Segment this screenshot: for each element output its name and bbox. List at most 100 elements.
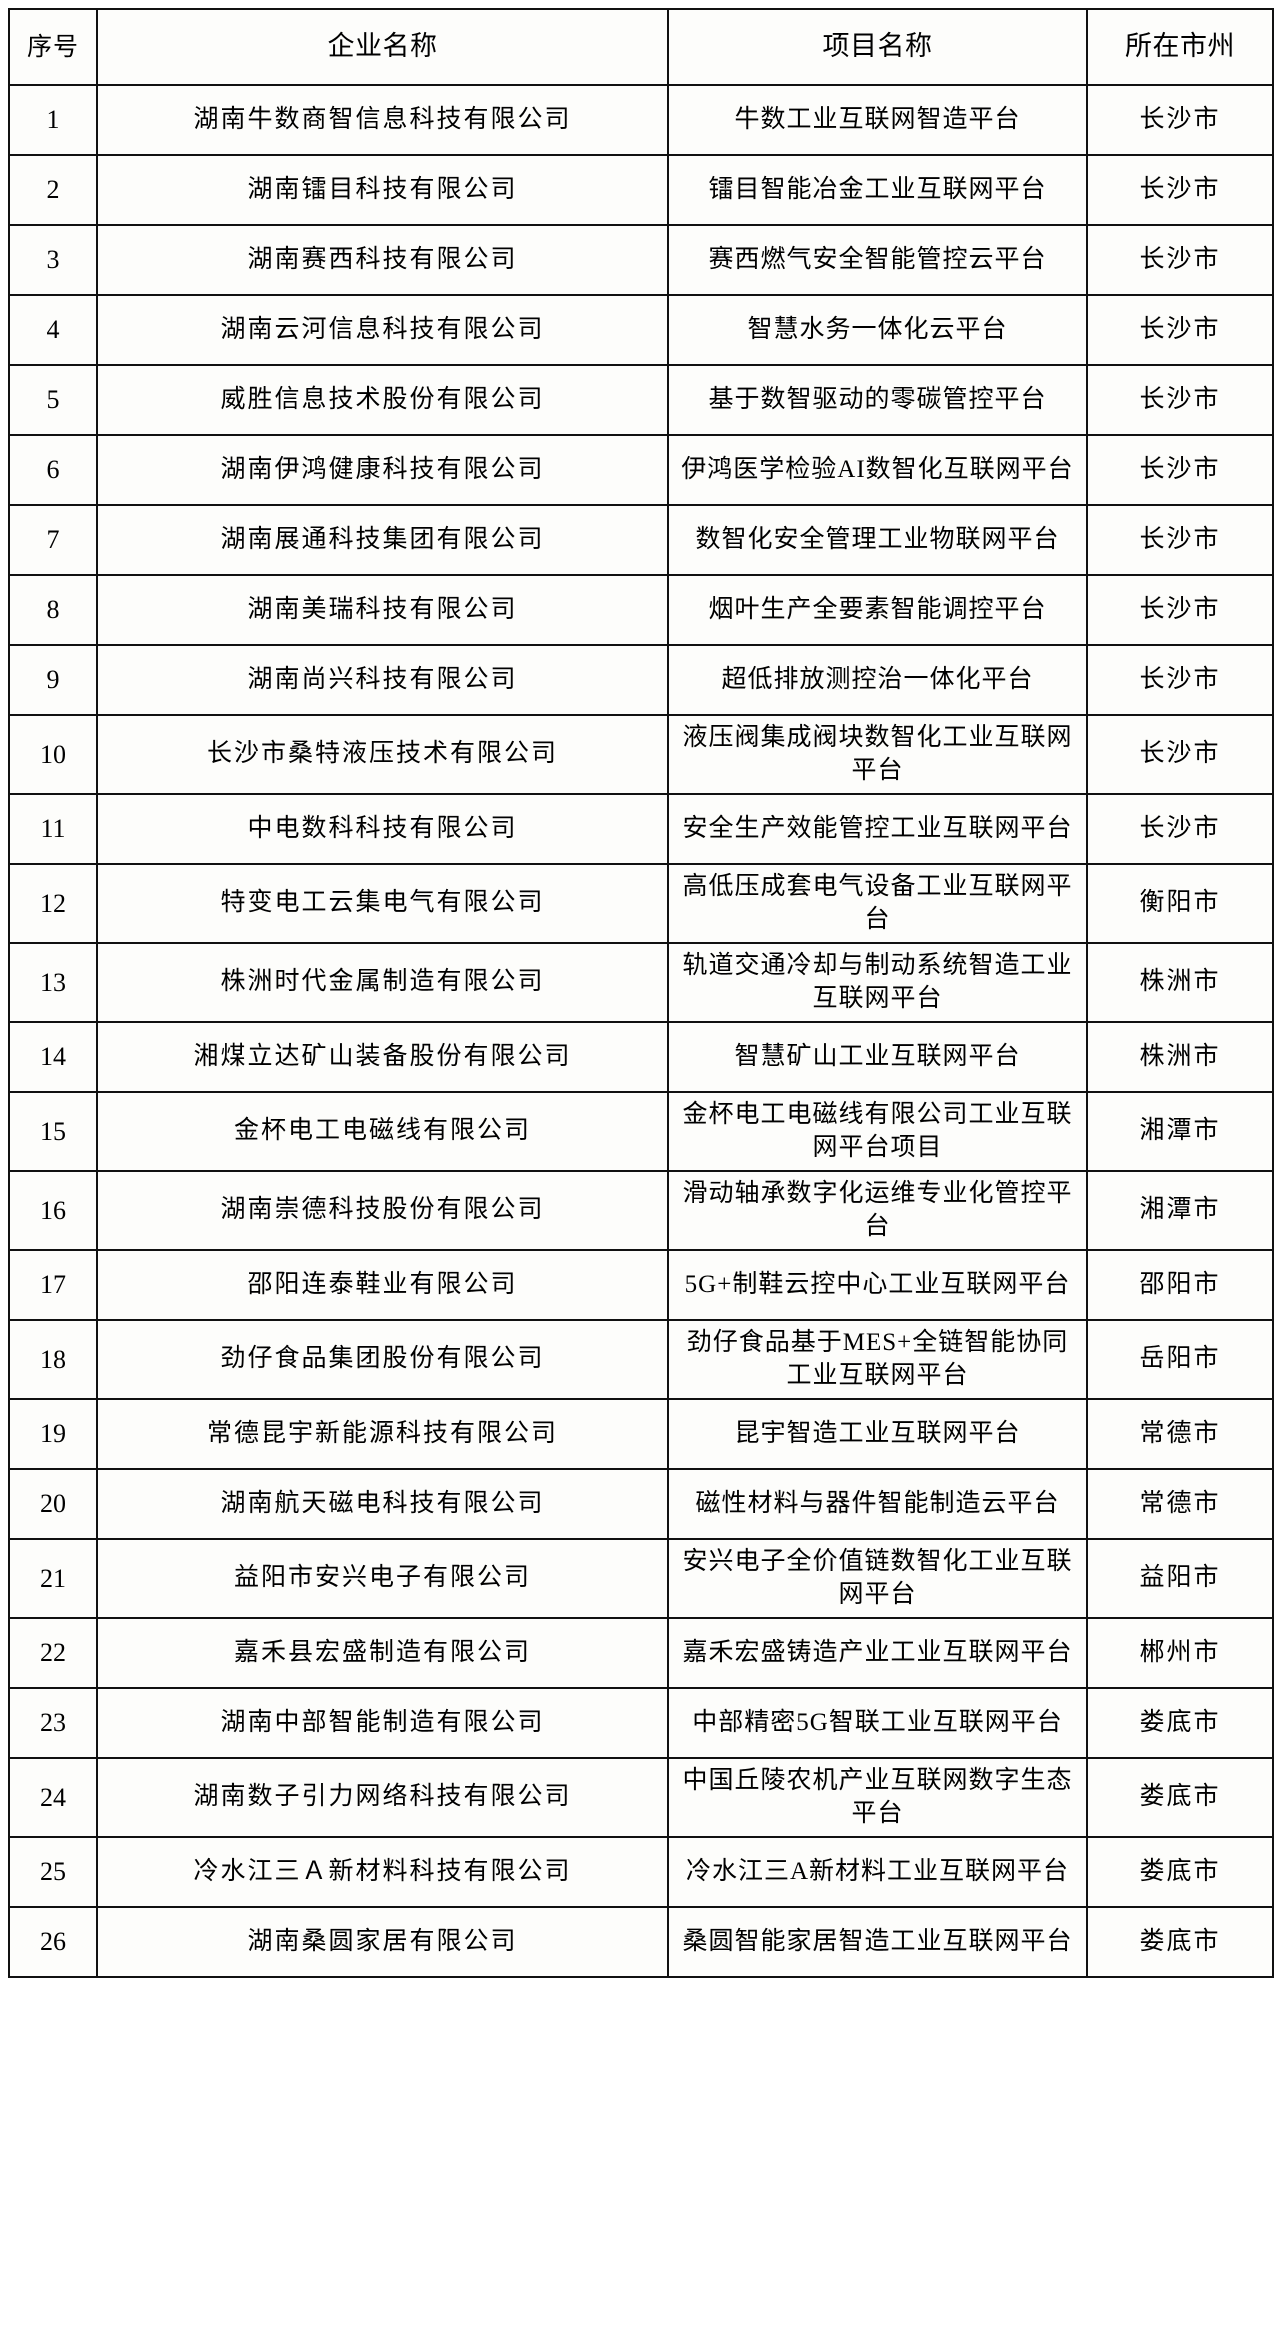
cell-sequence: 9 bbox=[8, 644, 98, 716]
cell-enterprise-name: 常德昆宇新能源科技有限公司 bbox=[96, 1398, 669, 1470]
cell-project-name: 中国丘陵农机产业互联网数字生态平台 bbox=[667, 1757, 1088, 1838]
cell-sequence: 14 bbox=[8, 1021, 98, 1093]
cell-project-name: 牛数工业互联网智造平台 bbox=[667, 84, 1088, 156]
cell-sequence: 22 bbox=[8, 1617, 98, 1689]
table-row: 8 湖南美瑞科技有限公司 烟叶生产全要素智能调控平台 长沙市 bbox=[8, 574, 1274, 646]
table-row: 21 益阳市安兴电子有限公司 安兴电子全价值链数智化工业互联网平台 益阳市 bbox=[8, 1538, 1274, 1619]
table-row: 23 湖南中部智能制造有限公司 中部精密5G智联工业互联网平台 娄底市 bbox=[8, 1687, 1274, 1759]
cell-project-name: 高低压成套电气设备工业互联网平台 bbox=[667, 863, 1088, 944]
cell-enterprise-name: 劲仔食品集团股份有限公司 bbox=[96, 1319, 669, 1400]
column-header-city: 所在市州 bbox=[1086, 8, 1274, 86]
cell-sequence: 7 bbox=[8, 504, 98, 576]
cell-sequence: 23 bbox=[8, 1687, 98, 1759]
table-body: 1 湖南牛数商智信息科技有限公司 牛数工业互联网智造平台 长沙市 2 湖南镭目科技有限公司… bbox=[8, 84, 1274, 1978]
table-row: 1 湖南牛数商智信息科技有限公司 牛数工业互联网智造平台 长沙市 bbox=[8, 84, 1274, 156]
table-header-row: 序号 企业名称 项目名称 所在市州 bbox=[8, 8, 1274, 86]
cell-city: 长沙市 bbox=[1086, 84, 1274, 156]
cell-city: 岳阳市 bbox=[1086, 1319, 1274, 1400]
cell-project-name: 智慧水务一体化云平台 bbox=[667, 294, 1088, 366]
cell-sequence: 24 bbox=[8, 1757, 98, 1838]
table-row: 10 长沙市桑特液压技术有限公司 液压阀集成阀块数智化工业互联网平台 长沙市 bbox=[8, 714, 1274, 795]
cell-sequence: 19 bbox=[8, 1398, 98, 1470]
cell-enterprise-name: 湖南镭目科技有限公司 bbox=[96, 154, 669, 226]
column-header-sequence: 序号 bbox=[8, 8, 98, 86]
cell-project-name: 赛西燃气安全智能管控云平台 bbox=[667, 224, 1088, 296]
enterprise-project-table: 序号 企业名称 项目名称 所在市州 1 湖南牛数商智信息科技有限公司 牛数工业互联网… bbox=[8, 8, 1274, 1978]
cell-city: 长沙市 bbox=[1086, 793, 1274, 865]
table-row: 11 中电数科科技有限公司 安全生产效能管控工业互联网平台 长沙市 bbox=[8, 793, 1274, 865]
cell-sequence: 25 bbox=[8, 1836, 98, 1908]
cell-enterprise-name: 冷水江三Ａ新材料科技有限公司 bbox=[96, 1836, 669, 1908]
cell-project-name: 安兴电子全价值链数智化工业互联网平台 bbox=[667, 1538, 1088, 1619]
table-row: 13 株洲时代金属制造有限公司 轨道交通冷却与制动系统智造工业互联网平台 株洲市 bbox=[8, 942, 1274, 1023]
cell-enterprise-name: 金杯电工电磁线有限公司 bbox=[96, 1091, 669, 1172]
table-row: 6 湖南伊鸿健康科技有限公司 伊鸿医学检验AI数智化互联网平台 长沙市 bbox=[8, 434, 1274, 506]
cell-project-name: 劲仔食品基于MES+全链智能协同工业互联网平台 bbox=[667, 1319, 1088, 1400]
cell-city: 常德市 bbox=[1086, 1398, 1274, 1470]
cell-enterprise-name: 湖南美瑞科技有限公司 bbox=[96, 574, 669, 646]
cell-project-name: 冷水江三A新材料工业互联网平台 bbox=[667, 1836, 1088, 1908]
cell-enterprise-name: 湘煤立达矿山装备股份有限公司 bbox=[96, 1021, 669, 1093]
cell-sequence: 2 bbox=[8, 154, 98, 226]
cell-enterprise-name: 长沙市桑特液压技术有限公司 bbox=[96, 714, 669, 795]
cell-enterprise-name: 湖南云河信息科技有限公司 bbox=[96, 294, 669, 366]
cell-project-name: 嘉禾宏盛铸造产业工业互联网平台 bbox=[667, 1617, 1088, 1689]
cell-sequence: 20 bbox=[8, 1468, 98, 1540]
cell-sequence: 11 bbox=[8, 793, 98, 865]
cell-enterprise-name: 湖南尚兴科技有限公司 bbox=[96, 644, 669, 716]
cell-project-name: 磁性材料与器件智能制造云平台 bbox=[667, 1468, 1088, 1540]
cell-city: 长沙市 bbox=[1086, 504, 1274, 576]
cell-city: 湘潭市 bbox=[1086, 1091, 1274, 1172]
cell-city: 株洲市 bbox=[1086, 1021, 1274, 1093]
cell-enterprise-name: 中电数科科技有限公司 bbox=[96, 793, 669, 865]
cell-enterprise-name: 湖南数子引力网络科技有限公司 bbox=[96, 1757, 669, 1838]
cell-city: 益阳市 bbox=[1086, 1538, 1274, 1619]
table-row: 2 湖南镭目科技有限公司 镭目智能冶金工业互联网平台 长沙市 bbox=[8, 154, 1274, 226]
table-header: 序号 企业名称 项目名称 所在市州 bbox=[8, 8, 1274, 86]
cell-enterprise-name: 株洲时代金属制造有限公司 bbox=[96, 942, 669, 1023]
cell-sequence: 5 bbox=[8, 364, 98, 436]
cell-enterprise-name: 湖南展通科技集团有限公司 bbox=[96, 504, 669, 576]
cell-enterprise-name: 特变电工云集电气有限公司 bbox=[96, 863, 669, 944]
cell-city: 株洲市 bbox=[1086, 942, 1274, 1023]
cell-sequence: 12 bbox=[8, 863, 98, 944]
table-row: 20 湖南航天磁电科技有限公司 磁性材料与器件智能制造云平台 常德市 bbox=[8, 1468, 1274, 1540]
cell-project-name: 镭目智能冶金工业互联网平台 bbox=[667, 154, 1088, 226]
cell-project-name: 烟叶生产全要素智能调控平台 bbox=[667, 574, 1088, 646]
table-row: 3 湖南赛西科技有限公司 赛西燃气安全智能管控云平台 长沙市 bbox=[8, 224, 1274, 296]
cell-project-name: 数智化安全管理工业物联网平台 bbox=[667, 504, 1088, 576]
cell-project-name: 伊鸿医学检验AI数智化互联网平台 bbox=[667, 434, 1088, 506]
cell-city: 衡阳市 bbox=[1086, 863, 1274, 944]
cell-city: 邵阳市 bbox=[1086, 1249, 1274, 1321]
cell-city: 湘潭市 bbox=[1086, 1170, 1274, 1251]
table-row: 9 湖南尚兴科技有限公司 超低排放测控治一体化平台 长沙市 bbox=[8, 644, 1274, 716]
cell-project-name: 基于数智驱动的零碳管控平台 bbox=[667, 364, 1088, 436]
cell-enterprise-name: 湖南赛西科技有限公司 bbox=[96, 224, 669, 296]
cell-sequence: 13 bbox=[8, 942, 98, 1023]
cell-enterprise-name: 湖南中部智能制造有限公司 bbox=[96, 1687, 669, 1759]
cell-project-name: 昆宇智造工业互联网平台 bbox=[667, 1398, 1088, 1470]
cell-sequence: 4 bbox=[8, 294, 98, 366]
cell-project-name: 桑圆智能家居智造工业互联网平台 bbox=[667, 1906, 1088, 1978]
cell-city: 郴州市 bbox=[1086, 1617, 1274, 1689]
cell-sequence: 6 bbox=[8, 434, 98, 506]
cell-city: 常德市 bbox=[1086, 1468, 1274, 1540]
cell-project-name: 智慧矿山工业互联网平台 bbox=[667, 1021, 1088, 1093]
cell-city: 长沙市 bbox=[1086, 364, 1274, 436]
cell-sequence: 8 bbox=[8, 574, 98, 646]
table-row: 19 常德昆宇新能源科技有限公司 昆宇智造工业互联网平台 常德市 bbox=[8, 1398, 1274, 1470]
cell-sequence: 18 bbox=[8, 1319, 98, 1400]
cell-project-name: 中部精密5G智联工业互联网平台 bbox=[667, 1687, 1088, 1759]
cell-project-name: 液压阀集成阀块数智化工业互联网平台 bbox=[667, 714, 1088, 795]
cell-city: 娄底市 bbox=[1086, 1836, 1274, 1908]
table-row: 12 特变电工云集电气有限公司 高低压成套电气设备工业互联网平台 衡阳市 bbox=[8, 863, 1274, 944]
cell-enterprise-name: 威胜信息技术股份有限公司 bbox=[96, 364, 669, 436]
cell-sequence: 3 bbox=[8, 224, 98, 296]
table-row: 18 劲仔食品集团股份有限公司 劲仔食品基于MES+全链智能协同工业互联网平台 岳阳市 bbox=[8, 1319, 1274, 1400]
cell-enterprise-name: 湖南航天磁电科技有限公司 bbox=[96, 1468, 669, 1540]
cell-sequence: 17 bbox=[8, 1249, 98, 1321]
cell-sequence: 10 bbox=[8, 714, 98, 795]
cell-sequence: 16 bbox=[8, 1170, 98, 1251]
cell-enterprise-name: 邵阳连泰鞋业有限公司 bbox=[96, 1249, 669, 1321]
table-row: 26 湖南桑圆家居有限公司 桑圆智能家居智造工业互联网平台 娄底市 bbox=[8, 1906, 1274, 1978]
